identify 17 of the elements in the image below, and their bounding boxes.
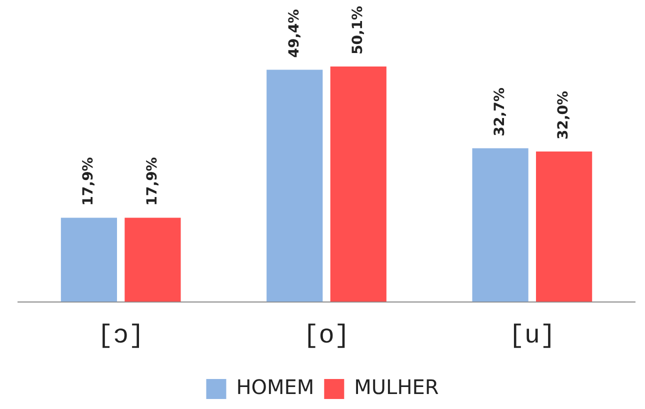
x-tick-label: [o] — [303, 320, 350, 350]
bar — [60, 218, 118, 302]
bar — [266, 70, 323, 302]
legend-label: HOMEM — [236, 375, 314, 400]
data-label: 17,9% — [144, 157, 160, 206]
bar — [472, 148, 528, 302]
data-label: 32,7% — [492, 88, 508, 136]
data-label: 17,9% — [80, 157, 97, 206]
x-tick-label: [ɔ] — [97, 320, 144, 350]
data-label: 50,1% — [350, 6, 366, 54]
bar — [536, 152, 592, 302]
x-tick-label: [u] — [508, 320, 556, 350]
legend-label: MULHER — [354, 375, 439, 400]
data-label: 32,0% — [556, 90, 572, 140]
data-label: 49,4% — [286, 9, 302, 58]
bar — [124, 218, 181, 302]
bar — [330, 66, 386, 302]
